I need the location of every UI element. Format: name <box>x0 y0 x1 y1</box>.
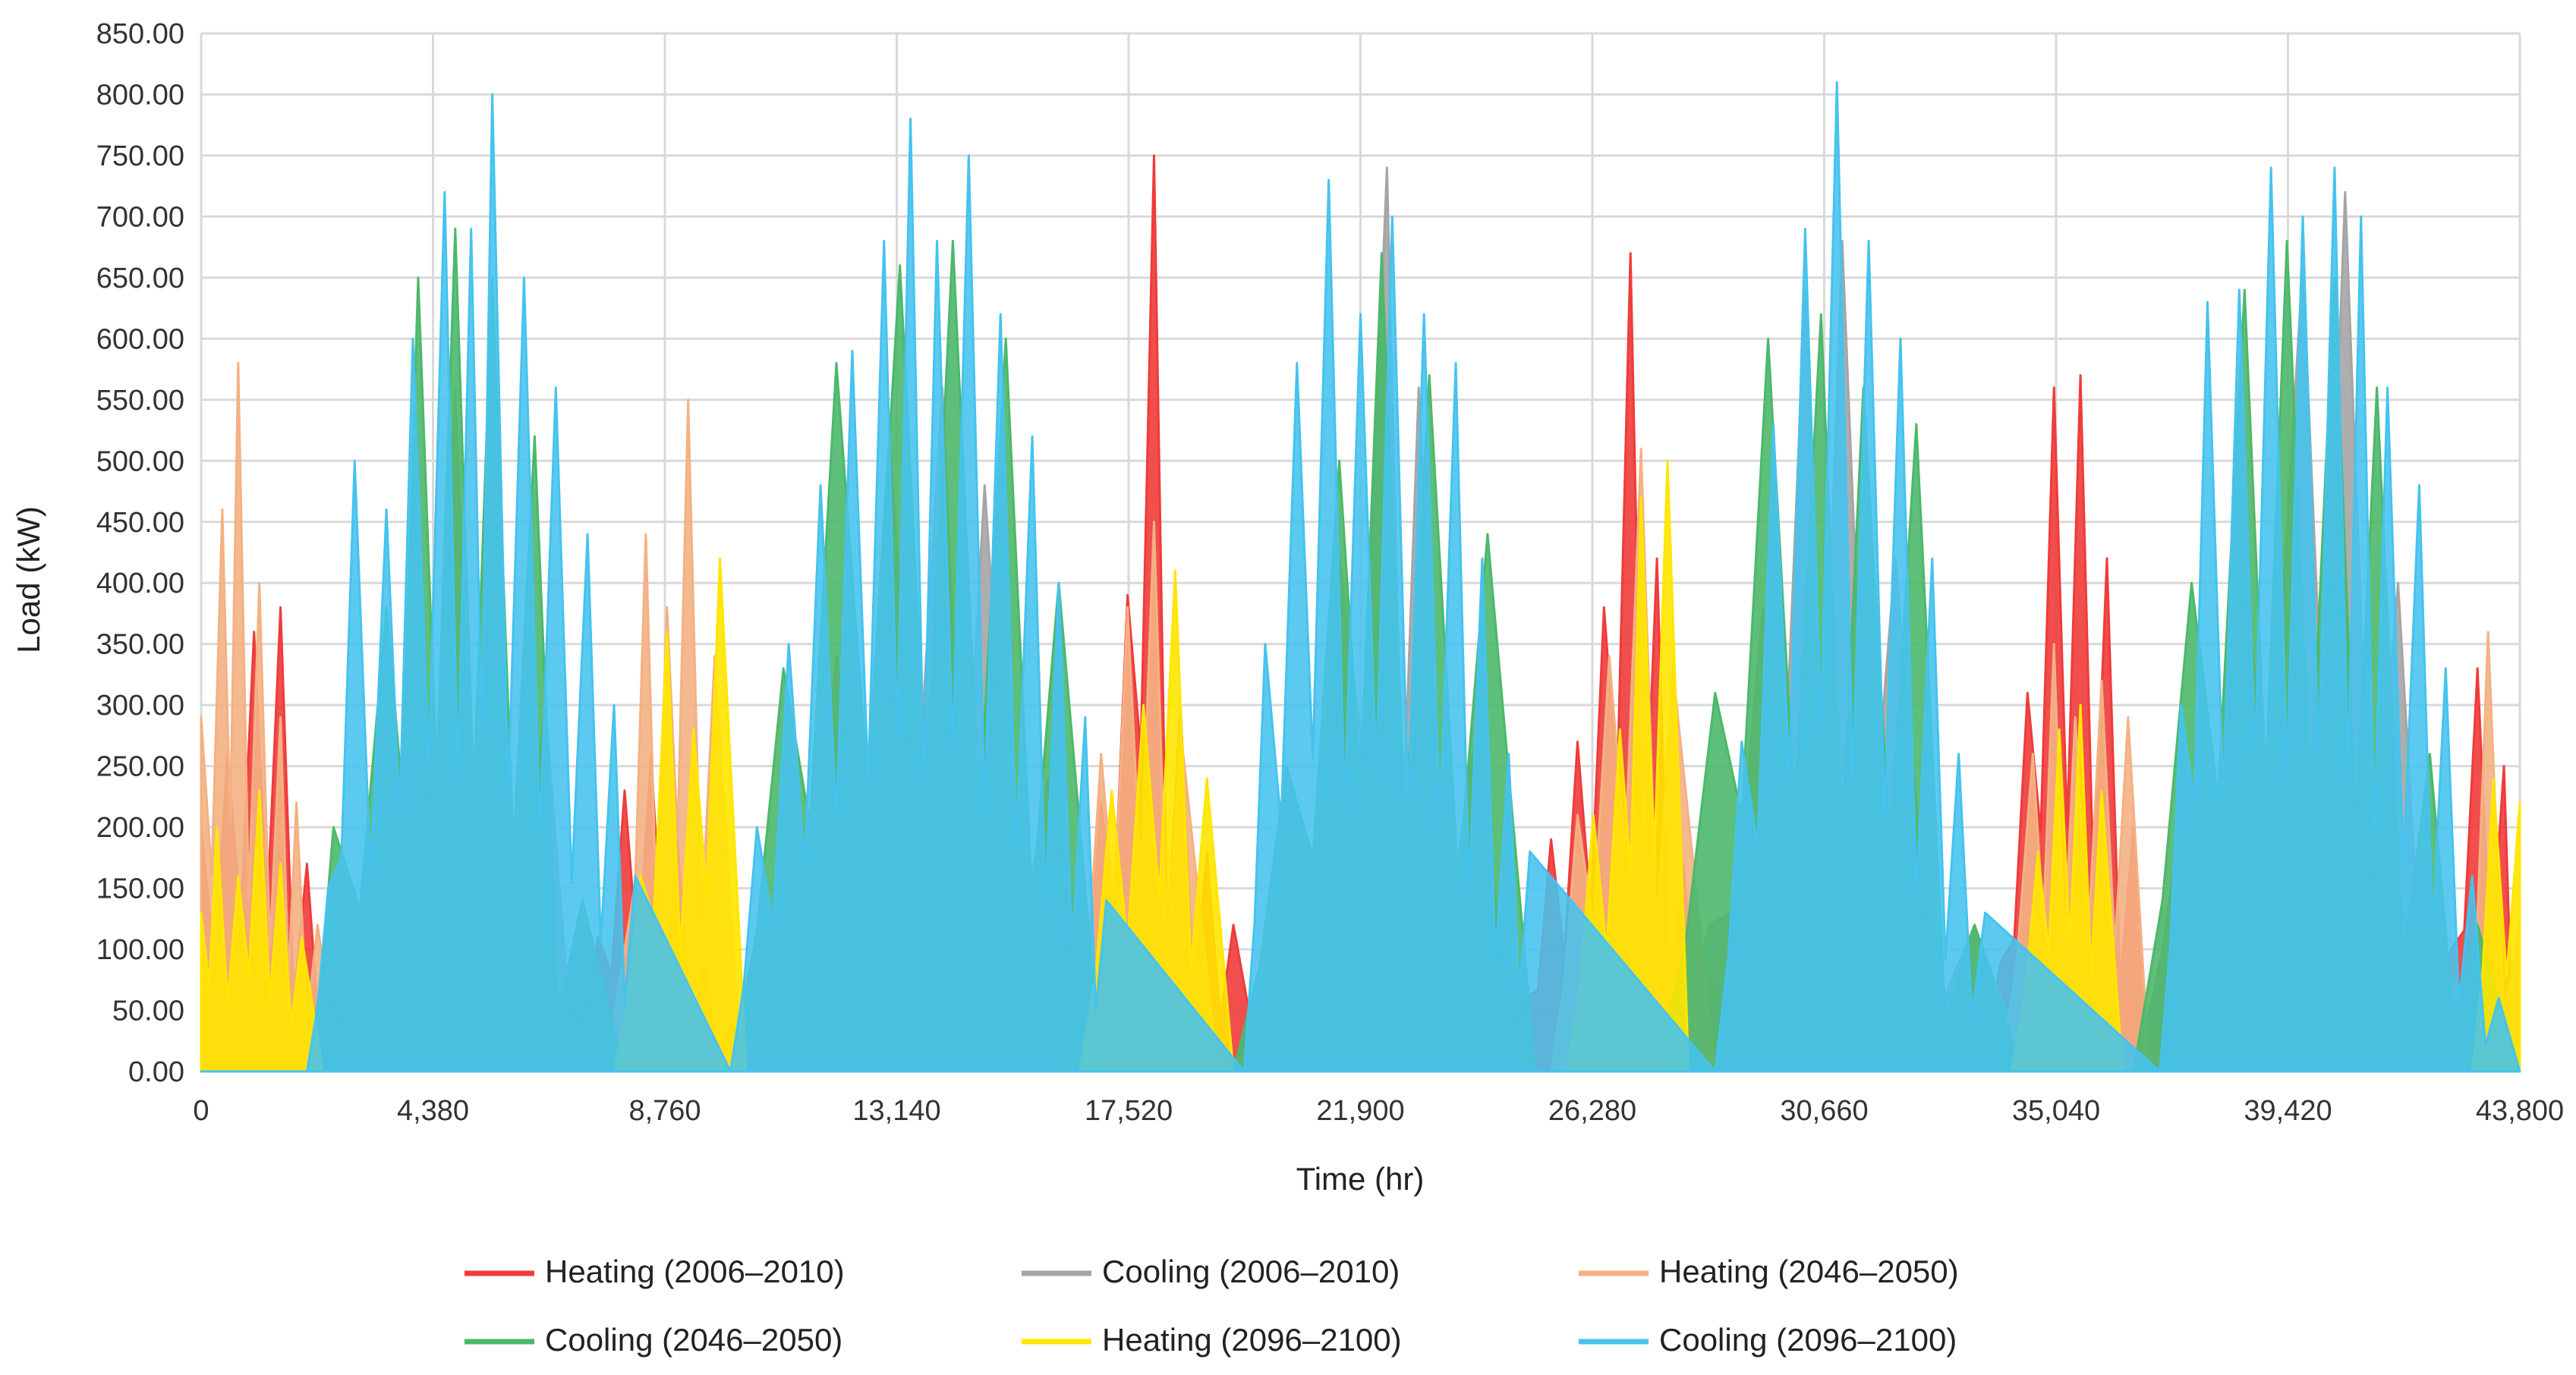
y-tick-label-9: 450.00 <box>96 507 184 539</box>
y-tick-label-7: 350.00 <box>96 629 184 661</box>
y-tick-label-5: 250.00 <box>96 751 184 783</box>
y-tick-label-16: 800.00 <box>96 79 184 111</box>
legend-label-2: Heating (2046–2050) <box>1659 1254 1959 1289</box>
x-tick-label-7: 30,660 <box>1780 1095 1868 1127</box>
x-tick-label-10: 43,800 <box>2476 1095 2564 1127</box>
y-tick-label-10: 500.00 <box>96 445 184 477</box>
y-tick-label-1: 50.00 <box>112 996 184 1027</box>
legend-label-3: Cooling (2046–2050) <box>545 1322 842 1358</box>
y-tick-label-3: 150.00 <box>96 873 184 905</box>
legend-label-1: Cooling (2006–2010) <box>1102 1254 1400 1289</box>
y-tick-label-0: 0.00 <box>128 1056 184 1088</box>
legend: Heating (2006–2010) Cooling (2006–2010) He… <box>464 1254 1959 1358</box>
y-tick-label-4: 200.00 <box>96 812 184 844</box>
x-tick-label-6: 26,280 <box>1548 1095 1636 1127</box>
legend-label-4: Heating (2096–2100) <box>1102 1322 1402 1358</box>
series-layer <box>200 80 2521 1073</box>
y-tick-label-14: 700.00 <box>96 201 184 233</box>
x-tick-label-3: 13,140 <box>852 1095 940 1127</box>
x-tick-label-9: 39,420 <box>2244 1095 2332 1127</box>
y-tick-label-2: 100.00 <box>96 934 184 966</box>
x-tick-label-2: 8,760 <box>628 1095 701 1127</box>
series-area-4 <box>200 459 2521 1073</box>
x-axis-title: Time (hr) <box>1296 1161 1425 1197</box>
x-tick-label-0: 0 <box>193 1095 209 1127</box>
x-tick-label-1: 4,380 <box>397 1095 469 1127</box>
y-axis-title: Load (kW) <box>11 506 46 653</box>
legend-label-0: Heating (2006–2010) <box>545 1254 845 1289</box>
y-tick-label-11: 550.00 <box>96 385 184 417</box>
series-area-5 <box>200 80 2521 1073</box>
y-tick-label-13: 650.00 <box>96 263 184 294</box>
y-tick-label-17: 850.00 <box>96 18 184 50</box>
y-tick-label-8: 400.00 <box>96 568 184 599</box>
x-tick-label-4: 17,520 <box>1085 1095 1173 1127</box>
x-tick-label-5: 21,900 <box>1316 1095 1404 1127</box>
y-tick-label-6: 300.00 <box>96 690 184 722</box>
y-tick-label-15: 750.00 <box>96 140 184 172</box>
y-axis-tick-labels: 0.00 50.00 100.00 150.00 200.00 250.00 300.00 3… <box>96 18 184 1088</box>
legend-label-5: Cooling (2096–2100) <box>1659 1322 1957 1358</box>
x-tick-label-8: 35,040 <box>2012 1095 2100 1127</box>
y-tick-label-12: 600.00 <box>96 323 184 355</box>
x-axis-tick-labels: 0 4,380 8,760 13,140 17,520 21,900 26,280 30,66… <box>193 1095 2564 1127</box>
